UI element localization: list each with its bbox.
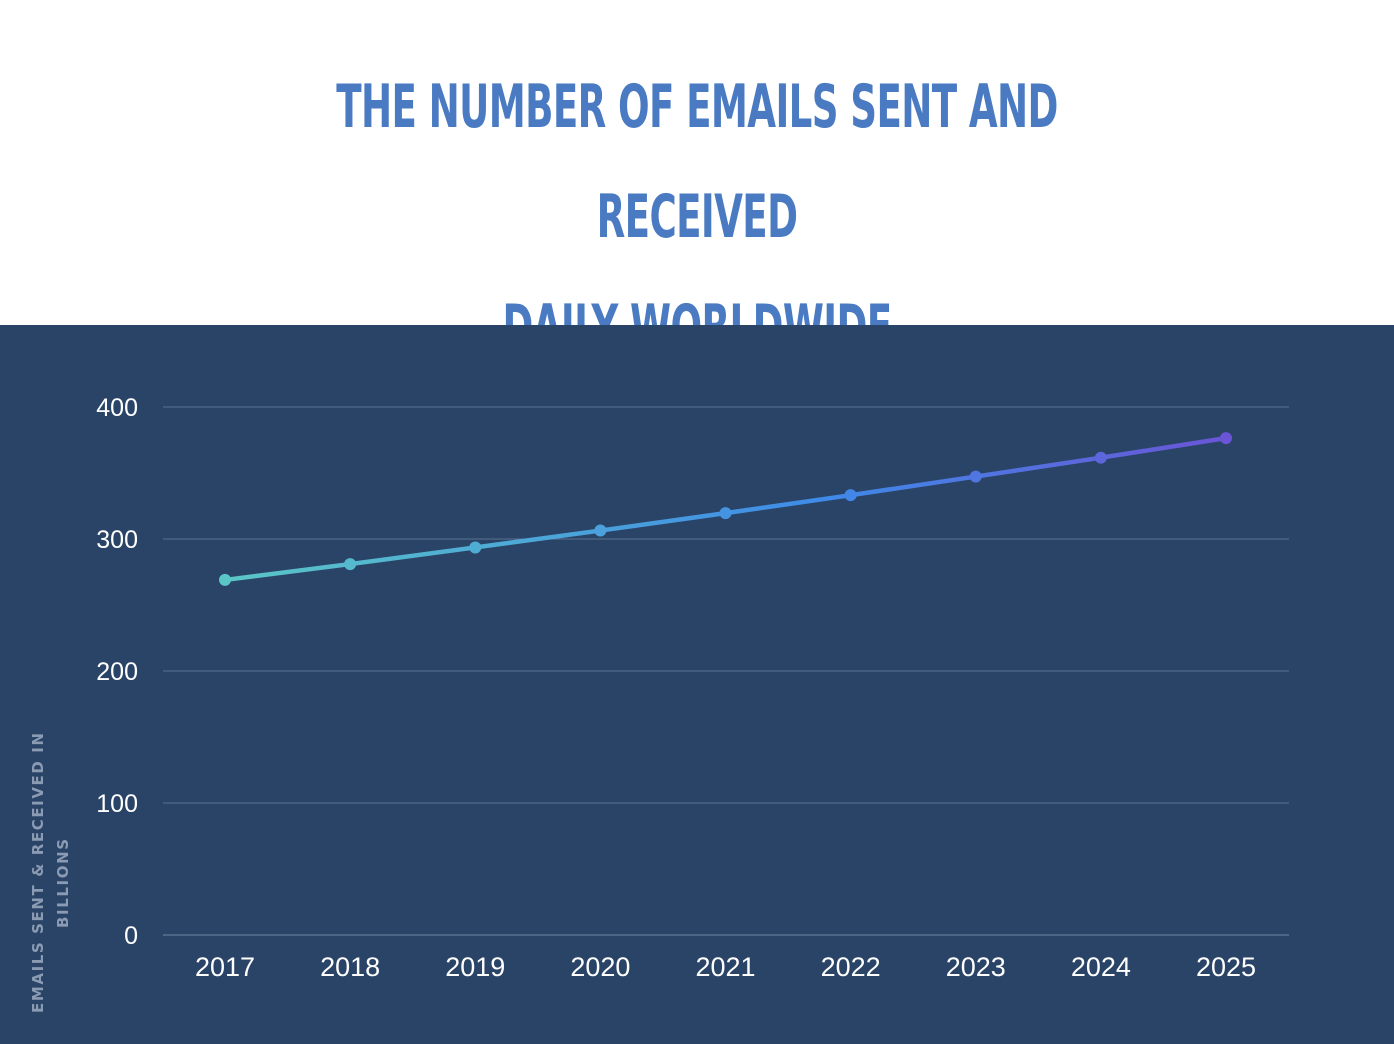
y-tick-label: 0 xyxy=(124,922,138,950)
data-point xyxy=(469,541,482,554)
data-point xyxy=(844,489,857,502)
data-point xyxy=(1094,451,1107,464)
data-point xyxy=(219,573,231,586)
data-point xyxy=(719,507,732,520)
x-tick-label: 2018 xyxy=(320,952,380,982)
x-tick-labels: 2017 2018 2019 2020 2021 2022 2023 2024 2025 xyxy=(195,952,1256,982)
x-tick-label: 2019 xyxy=(445,952,505,982)
y-tick-label: 100 xyxy=(96,790,138,818)
x-tick-label: 2021 xyxy=(695,952,755,982)
y-axis-label-2: BILLIONS xyxy=(54,837,72,928)
y-axis-label-line-2: BILLIONS xyxy=(54,837,72,928)
x-tick-label: 2020 xyxy=(570,952,630,982)
x-tick-label: 2022 xyxy=(821,952,881,982)
gridlines xyxy=(163,406,1289,936)
y-axis-label: EMAILS SENT & RECEIVED IN xyxy=(29,731,47,1013)
y-axis-label-line-1: EMAILS SENT & RECEIVED IN xyxy=(29,731,47,1013)
data-point xyxy=(969,470,982,483)
x-tick-label: 2017 xyxy=(195,952,255,982)
y-tick-label: 200 xyxy=(96,658,138,686)
chart-panel: 0 100 200 300 400 2017 2018 2019 2020 2021 2022 20… xyxy=(0,325,1394,1044)
data-point xyxy=(594,524,607,537)
data-point xyxy=(344,558,357,571)
x-tick-label: 2025 xyxy=(1196,952,1256,982)
x-tick-label: 2023 xyxy=(946,952,1006,982)
chart-background xyxy=(0,325,1394,1044)
y-tick-label: 300 xyxy=(96,526,138,554)
chart-title-line-1: THE NUMBER OF EMAILS SENT AND RECEIVED xyxy=(336,72,1058,252)
series-emails xyxy=(219,432,1232,586)
header: THE NUMBER OF EMAILS SENT AND RECEIVED D… xyxy=(0,0,1394,362)
y-tick-label: 400 xyxy=(96,394,138,422)
x-tick-label: 2024 xyxy=(1071,952,1131,982)
data-point xyxy=(1220,432,1232,445)
y-tick-labels: 0 100 200 300 400 xyxy=(96,394,138,950)
